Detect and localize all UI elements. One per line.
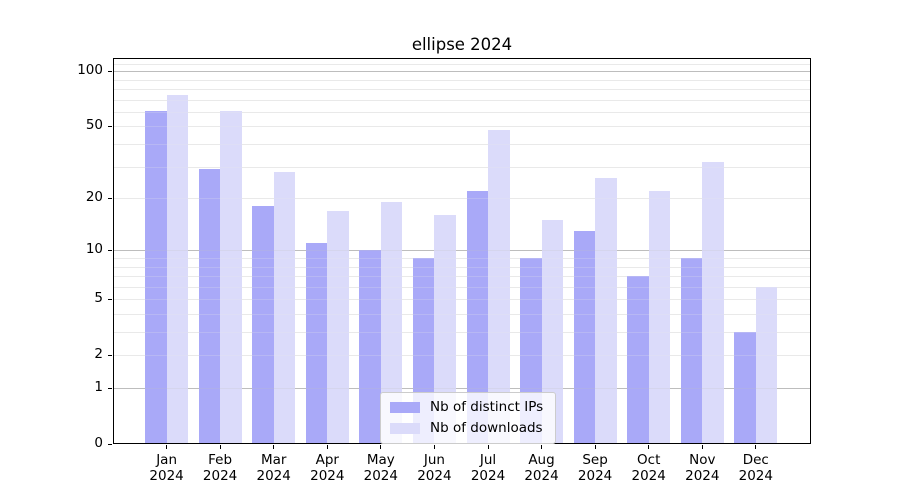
y-tick-label: 1 [94,379,103,395]
bar-distinct-ips-may [359,250,381,443]
y-tick-mark [108,298,112,300]
y-tick-label: 5 [94,290,103,307]
y-tick-mark [108,70,112,72]
legend-label: Nb of downloads [430,420,543,436]
bar-downloads-dec [755,286,778,443]
bar-distinct-ips-oct [627,276,649,443]
bar-downloads-mar [273,172,296,443]
x-tick-mark [433,445,436,449]
x-tick-label: Feb 2024 [202,452,238,484]
x-tick-mark [648,445,650,449]
y-tick-label: 20 [85,189,103,206]
bar-distinct-ips-nov [680,258,703,443]
x-tick-label: Apr 2024 [310,452,345,484]
x-tick-mark [273,445,275,449]
x-tick-label: Jul 2024 [470,452,506,484]
x-tick-label: Oct 2024 [631,452,666,484]
y-tick-mark [108,387,112,389]
bar-downloads-may [380,202,403,443]
x-tick-label: Jan 2024 [149,452,184,484]
x-tick-label: Dec 2024 [738,452,773,484]
plot-box [113,58,811,444]
x-tick-mark [541,445,543,449]
bar-downloads-sep [595,177,617,443]
y-tick-label: 100 [77,62,103,79]
bar-distinct-ips-jul [466,190,488,443]
chart-title: ellipse 2024 [411,35,513,54]
bar-distinct-ips-apr [305,243,328,443]
x-tick-label: Mar 2024 [256,452,291,484]
y-tick-mark [108,125,112,128]
x-tick-label: Nov 2024 [685,452,720,484]
x-tick-mark [380,445,382,449]
bar-downloads-aug [541,220,563,443]
legend-entry-downloads: Nb of downloads [390,420,543,437]
legend-label: Nb of distinct IPs [430,399,544,415]
legend-swatch-icon [390,402,420,413]
bar-downloads-nov [702,161,724,443]
y-tick-label: 0 [94,435,103,451]
bar-downloads-jun [434,215,456,443]
legend-swatch-icon [390,423,420,434]
bar-downloads-jul [488,129,510,443]
y-tick-mark [108,443,112,445]
x-tick-mark [166,445,168,449]
y-tick-mark [108,249,112,251]
x-tick-mark [219,445,221,449]
x-tick-label: Aug 2024 [524,452,559,484]
x-tick-mark [326,445,328,449]
bar-distinct-ips-dec [734,332,756,443]
y-tick-mark [108,354,112,356]
y-tick-label: 50 [85,117,103,134]
y-tick-mark [108,197,112,199]
bar-distinct-ips-feb [198,169,221,443]
y-tick-label: 10 [85,241,103,258]
bar-downloads-oct [648,190,671,443]
x-tick-mark [755,445,757,449]
bar-distinct-ips-mar [252,206,274,443]
x-tick-mark [701,445,703,449]
x-tick-label: May 2024 [363,452,398,484]
bar-downloads-apr [327,210,349,443]
x-tick-mark [594,445,596,449]
legend-entry-distinct-ips: Nb of distinct IPs [390,399,543,416]
x-tick-label: Jun 2024 [417,452,452,484]
x-tick-label: Sep 2024 [577,452,613,484]
y-tick-label: 2 [94,346,103,363]
bar-distinct-ips-sep [573,230,596,443]
x-tick-mark [487,445,489,449]
legend: Nb of distinct IPs Nb of downloads [380,392,557,444]
